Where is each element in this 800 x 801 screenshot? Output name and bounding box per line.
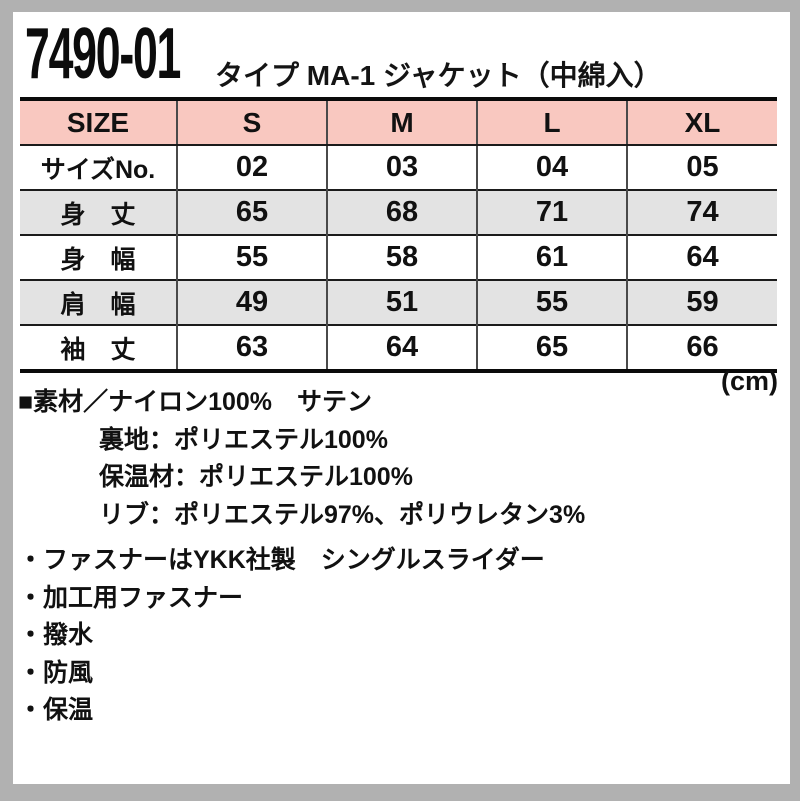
size-table-header-row: SIZE S M L XL <box>20 97 777 146</box>
table-row-size-no: サイズNo. 02 03 04 05 <box>20 144 777 190</box>
material-line: 裏地：ポリエステル100% <box>99 425 388 454</box>
material-section: ■素材／ナイロン100% サテン 裏地：ポリエステル100% 保温材：ポリエステ… <box>18 384 585 534</box>
table-cell: 71 <box>476 189 627 235</box>
table-row-body-length: 身 丈 65 68 71 74 <box>20 189 777 235</box>
row-label: 肩 幅 <box>20 279 177 325</box>
table-cell: 66 <box>626 324 777 373</box>
table-cell: 05 <box>626 144 777 190</box>
col-header-l: L <box>476 97 627 146</box>
table-cell: 55 <box>176 234 327 280</box>
table-cell: 64 <box>626 234 777 280</box>
table-cell: 49 <box>176 279 327 325</box>
table-row-body-width: 身 幅 55 58 61 64 <box>20 234 777 280</box>
material-line: 保温材：ポリエステル100% <box>99 463 413 491</box>
material-line: リブ：ポリエステル97%、ポリウレタン3% <box>99 500 586 529</box>
col-header-xl: XL <box>626 97 777 146</box>
table-row-sleeve-length: 袖 丈 63 64 65 66 <box>20 324 777 373</box>
spec-sheet-page: 7490-01 タイプ MA-1 ジャケット（中綿入） SIZE S M L X… <box>13 12 790 784</box>
feature-item: ・加工用ファスナー <box>18 583 244 612</box>
table-cell: 02 <box>176 144 327 190</box>
table-cell: 03 <box>326 144 477 190</box>
row-label: サイズNo. <box>20 144 177 190</box>
table-cell: 51 <box>326 279 477 325</box>
feature-item: ・防風 <box>18 658 94 687</box>
row-label: 袖 丈 <box>20 324 177 373</box>
product-code: 7490-01 <box>25 14 181 94</box>
table-cell: 63 <box>176 324 327 373</box>
col-header-s: S <box>176 97 327 146</box>
unit-label: (cm) <box>720 366 778 396</box>
features-list: ・ファスナーはYKK社製 シングルスライダー ・加工用ファスナー ・撥水 ・防風… <box>18 542 545 730</box>
row-label: 身 幅 <box>20 234 177 280</box>
table-cell: 55 <box>476 279 627 325</box>
row-label: 身 丈 <box>20 189 177 235</box>
feature-item: ・保温 <box>18 696 94 724</box>
product-name: タイプ MA-1 ジャケット（中綿入） <box>215 60 662 91</box>
feature-item: ・ファスナーはYKK社製 シングルスライダー <box>18 546 545 574</box>
table-cell: 65 <box>176 189 327 235</box>
table-cell: 04 <box>476 144 627 190</box>
feature-item: ・撥水 <box>18 621 94 649</box>
table-cell: 61 <box>476 234 627 280</box>
table-cell: 59 <box>626 279 777 325</box>
table-row-shoulder-width: 肩 幅 49 51 55 59 <box>20 279 777 325</box>
col-header-size: SIZE <box>20 97 177 146</box>
table-cell: 64 <box>326 324 477 373</box>
table-cell: 65 <box>476 324 627 373</box>
table-cell: 68 <box>326 189 477 235</box>
col-header-m: M <box>326 97 477 146</box>
table-cell: 58 <box>326 234 477 280</box>
size-table: SIZE S M L XL サイズNo. 02 03 04 05 身 丈 65 … <box>20 97 777 373</box>
material-line: ■素材／ナイロン100% サテン <box>18 388 373 416</box>
table-cell: 74 <box>626 189 777 235</box>
